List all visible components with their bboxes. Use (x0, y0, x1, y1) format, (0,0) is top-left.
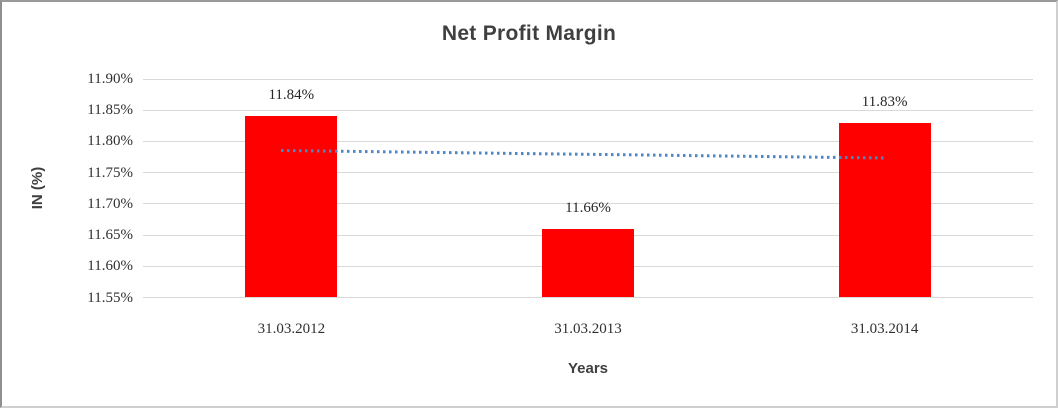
bar (838, 122, 931, 298)
x-category-label: 31.03.2012 (257, 320, 326, 337)
bar (542, 228, 634, 298)
y-tick-label: 11.60% (87, 258, 133, 275)
bar-value-label: 11.84% (268, 87, 315, 104)
y-axis-title: IN (%) (29, 166, 46, 210)
trendline-dotted (281, 148, 885, 160)
x-category-label: 31.03.2013 (554, 320, 622, 337)
y-tick-label: 11.65% (87, 227, 133, 244)
bar-value-label: 11.83% (861, 93, 908, 110)
y-tick-label: 11.85% (87, 102, 133, 119)
y-tick-label: 11.80% (87, 133, 133, 150)
chart-title: Net Profit Margin (441, 22, 617, 45)
y-tick-label: 11.90% (87, 71, 133, 87)
x-axis-title: Years (567, 360, 609, 377)
y-tick-label: 11.75% (87, 164, 133, 181)
bar-value-label: 11.66% (565, 199, 611, 216)
y-tick-label: 11.55% (87, 289, 133, 306)
gridline (143, 109, 1033, 111)
gridline (143, 203, 1033, 205)
y-tick-label: 11.70% (87, 195, 133, 212)
gridline (143, 78, 1033, 80)
bar (245, 116, 338, 298)
gridline (143, 297, 1033, 298)
gridline (143, 172, 1033, 174)
x-category-label: 31.03.2014 (850, 320, 919, 337)
gridline (143, 140, 1033, 142)
